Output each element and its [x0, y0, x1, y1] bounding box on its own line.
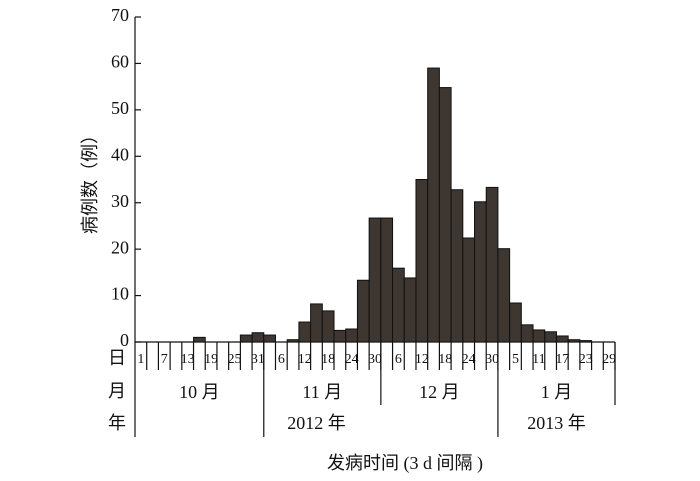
x-tick-label: 25 [228, 352, 242, 367]
y-tick-label: 50 [111, 98, 129, 118]
bar [333, 329, 347, 343]
y-tick-label: 40 [111, 144, 129, 164]
x-tick-label: 12 [298, 352, 312, 367]
y-tick-label: 10 [111, 284, 129, 304]
month-label: 1 月 [541, 382, 573, 402]
x-tick-label: 17 [555, 352, 569, 367]
bar [345, 328, 358, 343]
x-tick-label: 11 [532, 352, 545, 367]
y-tick-label: 30 [111, 191, 129, 211]
bar [555, 335, 569, 343]
bar [392, 267, 405, 343]
bar [193, 336, 206, 343]
x-tick-label: 5 [512, 352, 519, 367]
x-tick-label: 6 [278, 352, 285, 367]
month-label: 10 月 [179, 382, 220, 402]
bar [368, 217, 382, 343]
x-tick-label: 23 [579, 352, 593, 367]
y-tick-label: 20 [111, 237, 129, 257]
bar [474, 201, 487, 343]
bar [403, 277, 417, 343]
bar [509, 302, 522, 343]
bar [251, 332, 265, 343]
y-tick-label: 0 [120, 330, 129, 350]
bar [310, 303, 323, 343]
x-tick-label: 29 [602, 352, 616, 367]
bar [356, 279, 370, 343]
bar [321, 310, 335, 343]
bar [567, 339, 581, 343]
bar [438, 87, 452, 343]
row-label: 月 [108, 381, 126, 401]
x-tick-label: 31 [251, 352, 265, 367]
bar [415, 179, 429, 343]
bar [462, 237, 476, 343]
x-tick-label: 13 [181, 352, 195, 367]
x-tick-label: 24 [462, 352, 476, 367]
bar [380, 217, 394, 343]
month-label: 11 月 [302, 382, 342, 402]
bar [263, 334, 276, 343]
x-tick-label: 18 [321, 352, 335, 367]
x-tick-label: 12 [415, 352, 429, 367]
bar [544, 331, 557, 343]
y-tick-label: 70 [111, 5, 129, 25]
bar [485, 186, 499, 343]
x-tick-label: 6 [395, 352, 402, 367]
bar [298, 321, 312, 343]
bar [497, 248, 511, 343]
bar [579, 340, 593, 343]
x-tick-label: 1 [137, 352, 144, 367]
month-label: 12 月 [419, 382, 460, 402]
row-label: 年 [108, 413, 126, 433]
x-tick-label: 30 [485, 352, 499, 367]
bar [450, 189, 464, 343]
x-tick-label: 19 [204, 352, 218, 367]
bar [286, 339, 300, 343]
x-tick-label: 18 [438, 352, 452, 367]
bar [427, 67, 440, 343]
x-axis-label: 发病时间 (3 d 间隔 ) [327, 453, 483, 474]
bar [532, 329, 546, 343]
x-tick-label: 7 [161, 352, 168, 367]
y-axis-label: 病例数（例） [80, 126, 100, 234]
bar [239, 334, 253, 343]
bar [520, 324, 534, 343]
x-tick-label: 30 [368, 352, 382, 367]
year-label: 2012 年 [287, 413, 346, 433]
year-label: 2013 年 [527, 413, 586, 433]
y-tick-label: 60 [111, 52, 129, 72]
row-label: 日 [108, 348, 126, 368]
x-tick-label: 24 [345, 352, 359, 367]
